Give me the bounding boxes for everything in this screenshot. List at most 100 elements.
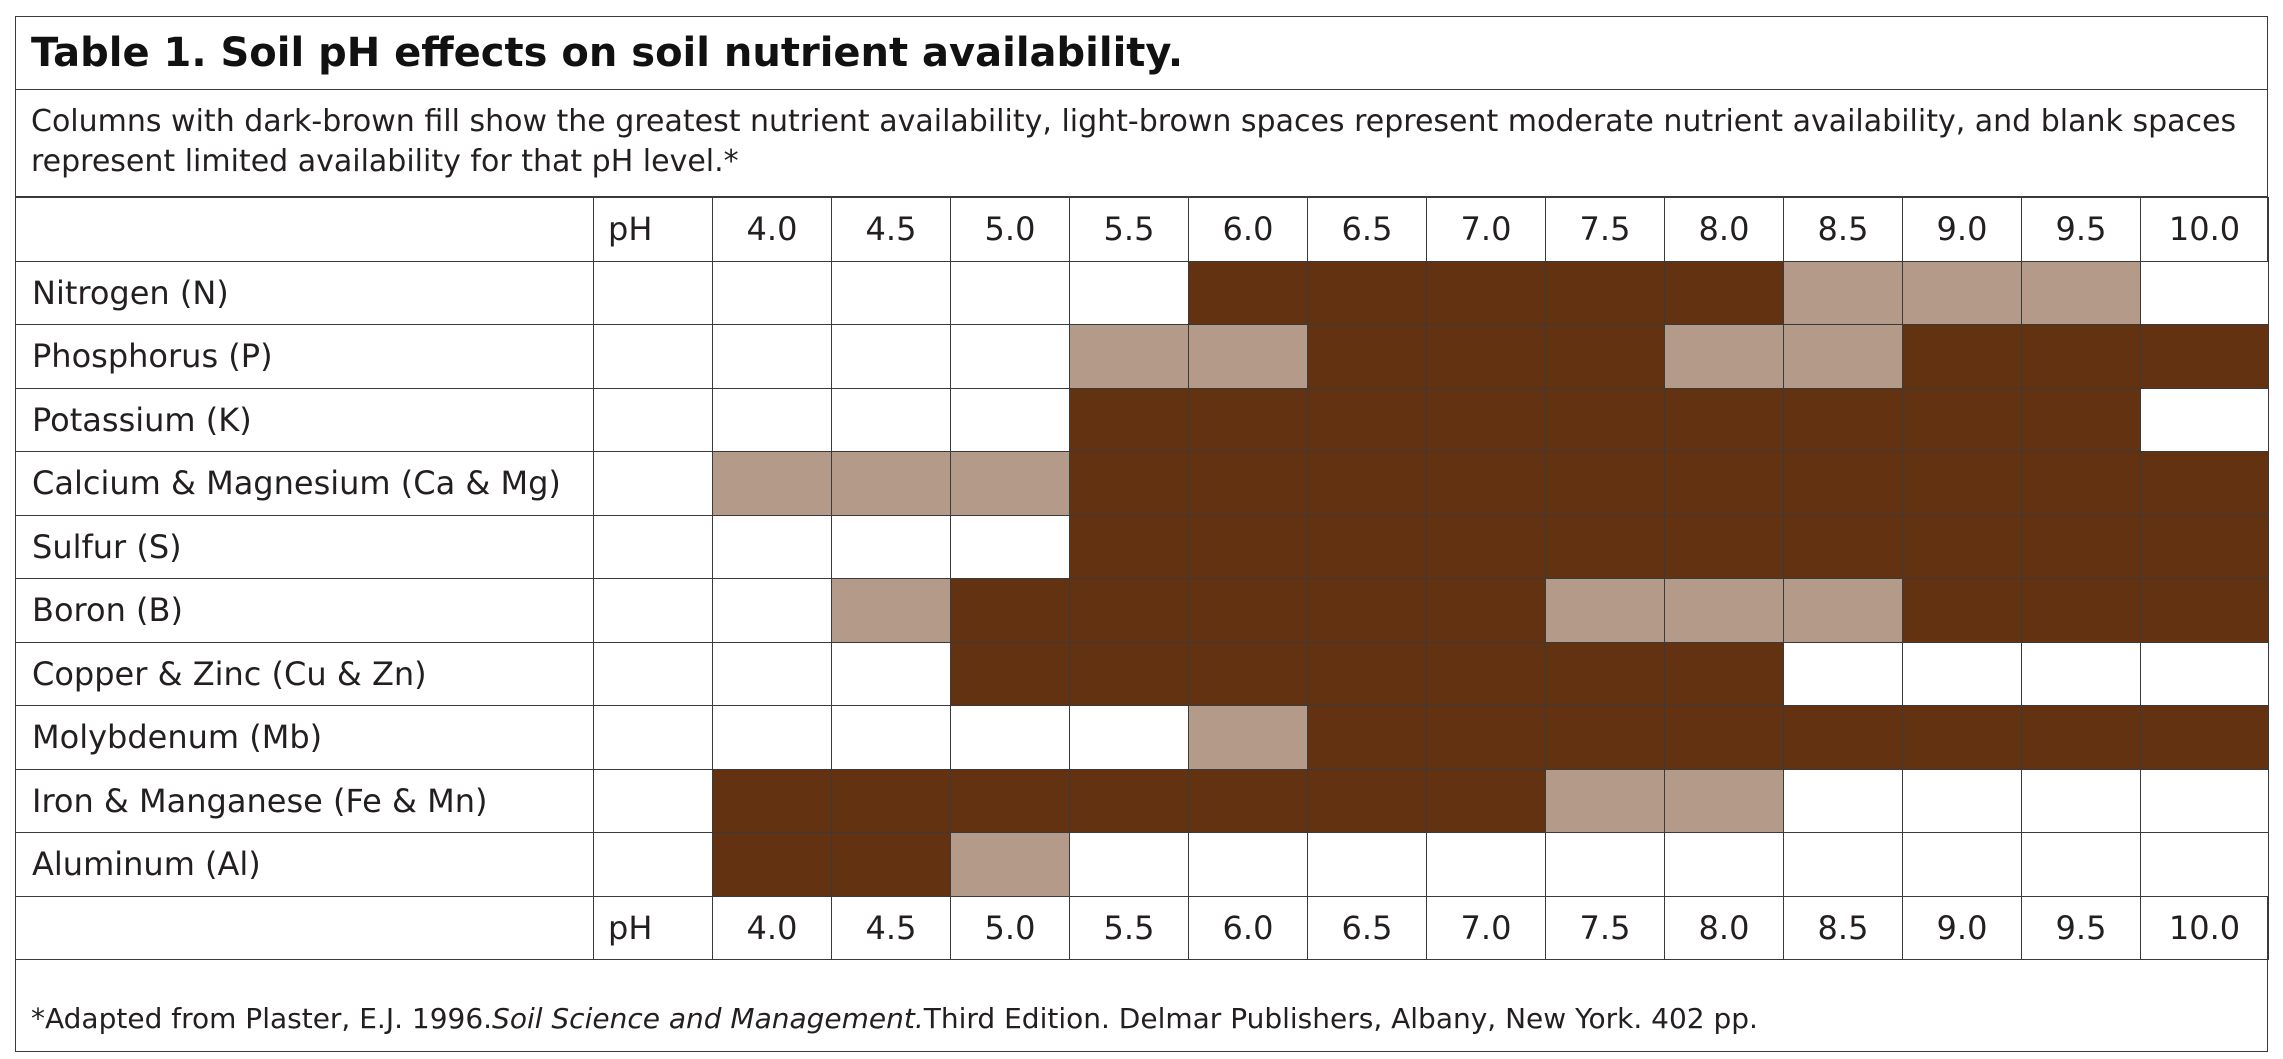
availability-cell-greatest bbox=[2140, 451, 2269, 516]
ph-value-header: 4.0 bbox=[712, 895, 832, 960]
footnote-book-title: Soil Science and Management. bbox=[492, 1001, 924, 1035]
availability-cell-moderate bbox=[1664, 324, 1784, 389]
availability-cell-limited bbox=[1902, 641, 2022, 706]
availability-cell-greatest bbox=[1069, 387, 1189, 452]
ph-value-header: 7.0 bbox=[1426, 895, 1546, 960]
availability-cell-greatest bbox=[1307, 514, 1427, 579]
availability-cell-limited bbox=[831, 705, 951, 770]
availability-cell-greatest bbox=[1426, 578, 1546, 643]
availability-cell-limited bbox=[2021, 768, 2141, 833]
nutrient-name: Calcium & Magnesium (Ca & Mg) bbox=[15, 451, 594, 516]
ph-value-header: 4.5 bbox=[831, 197, 951, 262]
ph-value-header: 5.5 bbox=[1069, 197, 1189, 262]
ph-column-blank-cell bbox=[593, 832, 713, 897]
ph-value-header: 4.5 bbox=[831, 895, 951, 960]
availability-cell-limited bbox=[950, 514, 1070, 579]
availability-cell-greatest bbox=[1426, 641, 1546, 706]
nutrient-row: Copper & Zinc (Cu & Zn) bbox=[15, 641, 2269, 706]
availability-cell-limited bbox=[1188, 832, 1308, 897]
availability-cell-limited bbox=[2140, 260, 2269, 325]
ph-value-header: 9.0 bbox=[1902, 197, 2022, 262]
availability-cell-greatest bbox=[1664, 705, 1784, 770]
availability-cell-greatest bbox=[1783, 705, 1903, 770]
table-description: Columns with dark-brown fill show the gr… bbox=[15, 90, 2268, 197]
availability-cell-limited bbox=[950, 705, 1070, 770]
availability-cell-greatest bbox=[2140, 514, 2269, 579]
availability-cell-moderate bbox=[1664, 578, 1784, 643]
availability-cell-greatest bbox=[1545, 641, 1665, 706]
ph-value-header: 6.0 bbox=[1188, 895, 1308, 960]
availability-cell-limited bbox=[2140, 832, 2269, 897]
availability-cell-limited bbox=[950, 260, 1070, 325]
availability-cell-greatest bbox=[1664, 451, 1784, 516]
ph-value-header: 5.0 bbox=[950, 197, 1070, 262]
availability-cell-greatest bbox=[1188, 451, 1308, 516]
availability-cell-greatest bbox=[1188, 641, 1308, 706]
availability-cell-greatest bbox=[1545, 260, 1665, 325]
nutrient-name: Potassium (K) bbox=[15, 387, 594, 452]
availability-cell-greatest bbox=[1188, 514, 1308, 579]
availability-cell-greatest bbox=[1664, 641, 1784, 706]
availability-cell-greatest bbox=[1069, 578, 1189, 643]
nutrient-row: Potassium (K) bbox=[15, 387, 2269, 452]
availability-cell-limited bbox=[950, 387, 1070, 452]
ph-value-header: 8.0 bbox=[1664, 895, 1784, 960]
nutrient-row: Sulfur (S) bbox=[15, 514, 2269, 579]
availability-cell-moderate bbox=[831, 578, 951, 643]
availability-cell-limited bbox=[1069, 260, 1189, 325]
ph-value-header: 7.0 bbox=[1426, 197, 1546, 262]
ph-value-header: 7.5 bbox=[1545, 197, 1665, 262]
availability-cell-greatest bbox=[831, 768, 951, 833]
ph-value-header: 5.0 bbox=[950, 895, 1070, 960]
availability-cell-limited bbox=[1069, 832, 1189, 897]
availability-cell-moderate bbox=[712, 451, 832, 516]
availability-cell-limited bbox=[831, 387, 951, 452]
nutrient-row: Iron & Manganese (Fe & Mn) bbox=[15, 768, 2269, 833]
availability-cell-limited bbox=[950, 324, 1070, 389]
availability-cell-greatest bbox=[1307, 324, 1427, 389]
availability-cell-greatest bbox=[1188, 260, 1308, 325]
availability-cell-greatest bbox=[950, 768, 1070, 833]
nutrient-row: Calcium & Magnesium (Ca & Mg) bbox=[15, 451, 2269, 516]
ph-label: pH bbox=[593, 197, 713, 262]
availability-cell-greatest bbox=[1902, 324, 2022, 389]
nutrient-name: Copper & Zinc (Cu & Zn) bbox=[15, 641, 594, 706]
availability-cell-greatest bbox=[1426, 705, 1546, 770]
nutrient-row: Nitrogen (N) bbox=[15, 260, 2269, 325]
ph-column-blank-cell bbox=[593, 260, 713, 325]
ph-column-blank-cell bbox=[593, 514, 713, 579]
ph-availability-table: pH 4.0 4.5 5.0 5.5 6.0 6.5 7.0 7.5 8.0 8.5 9.0 9.5 10… bbox=[15, 197, 2269, 960]
availability-cell-greatest bbox=[1664, 514, 1784, 579]
availability-cell-greatest bbox=[1545, 514, 1665, 579]
nutrient-name: Boron (B) bbox=[15, 578, 594, 643]
availability-cell-limited bbox=[1783, 832, 1903, 897]
availability-cell-moderate bbox=[950, 451, 1070, 516]
availability-cell-moderate bbox=[1783, 260, 1903, 325]
availability-cell-limited bbox=[2140, 768, 2269, 833]
availability-cell-limited bbox=[831, 641, 951, 706]
availability-cell-limited bbox=[1545, 832, 1665, 897]
nutrient-row: Aluminum (Al) bbox=[15, 832, 2269, 897]
availability-cell-limited bbox=[2021, 832, 2141, 897]
availability-cell-greatest bbox=[1783, 387, 1903, 452]
availability-cell-moderate bbox=[1545, 768, 1665, 833]
availability-cell-limited bbox=[1069, 705, 1189, 770]
availability-cell-limited bbox=[1664, 832, 1784, 897]
availability-cell-moderate bbox=[1188, 705, 1308, 770]
availability-cell-moderate bbox=[1902, 260, 2022, 325]
availability-cell-greatest bbox=[1783, 514, 1903, 579]
availability-cell-greatest bbox=[1426, 387, 1546, 452]
availability-cell-greatest bbox=[1307, 578, 1427, 643]
nutrient-name: Molybdenum (Mb) bbox=[15, 705, 594, 770]
availability-cell-limited bbox=[831, 260, 951, 325]
ph-value-header: 10.0 bbox=[2140, 895, 2269, 960]
availability-cell-limited bbox=[712, 705, 832, 770]
availability-cell-greatest bbox=[1307, 451, 1427, 516]
availability-cell-greatest bbox=[1783, 451, 1903, 516]
availability-cell-greatest bbox=[2140, 578, 2269, 643]
availability-cell-greatest bbox=[1545, 324, 1665, 389]
header-row-bottom: pH 4.0 4.5 5.0 5.5 6.0 6.5 7.0 7.5 8.0 8.5 9.0 9.5 10… bbox=[15, 895, 2269, 960]
availability-cell-greatest bbox=[2021, 705, 2141, 770]
availability-cell-greatest bbox=[950, 578, 1070, 643]
availability-cell-moderate bbox=[950, 832, 1070, 897]
